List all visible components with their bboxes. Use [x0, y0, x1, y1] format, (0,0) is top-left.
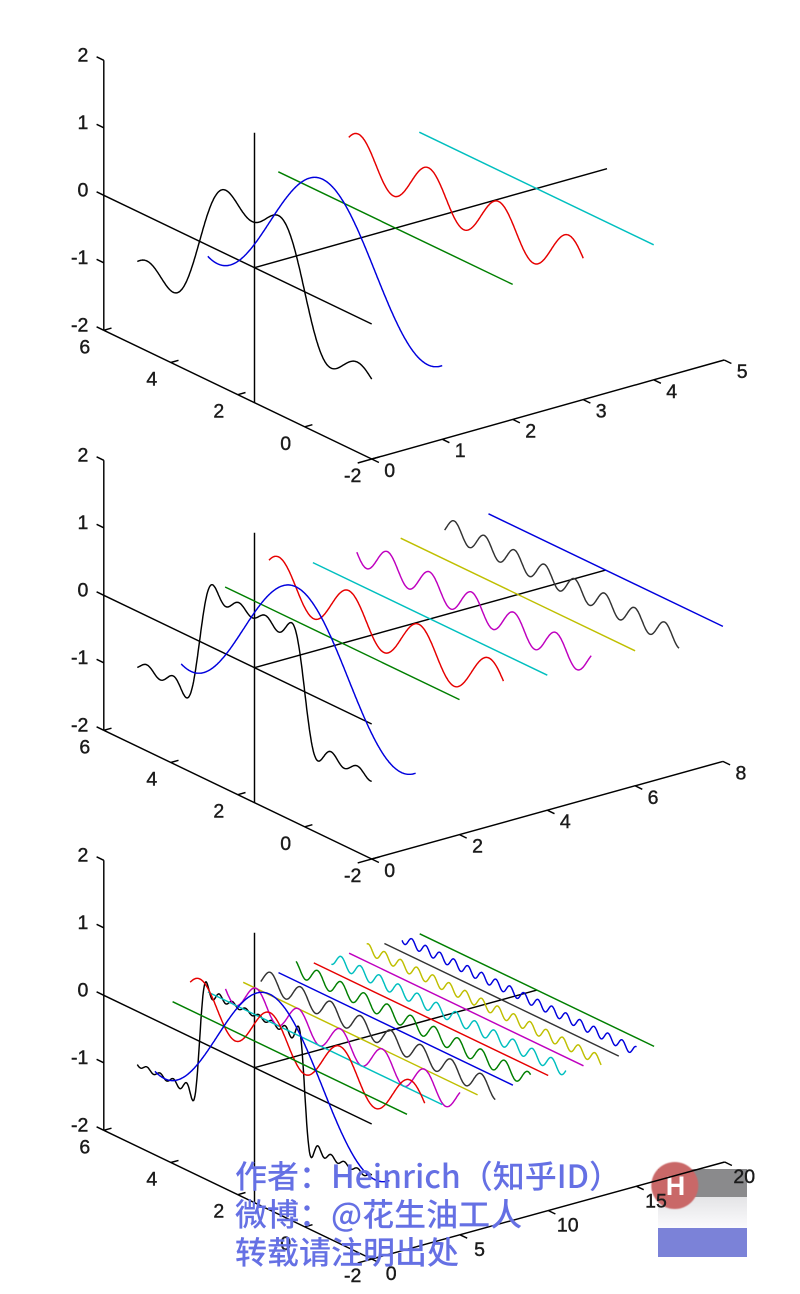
svg-text:3: 3 [596, 401, 607, 423]
svg-text:-2: -2 [71, 714, 88, 736]
svg-text:1: 1 [455, 440, 466, 462]
svg-text:5: 5 [737, 361, 748, 383]
svg-text:4: 4 [146, 1169, 157, 1191]
svg-text:0: 0 [280, 833, 291, 855]
svg-text:6: 6 [79, 736, 90, 758]
svg-text:0: 0 [77, 979, 88, 1001]
svg-text:2: 2 [525, 420, 536, 442]
svg-text:0: 0 [280, 1233, 291, 1255]
svg-text:15: 15 [645, 1190, 667, 1212]
svg-text:-2: -2 [344, 865, 361, 887]
svg-text:2: 2 [77, 444, 88, 466]
svg-text:0: 0 [77, 579, 88, 601]
svg-text:-2: -2 [344, 465, 361, 487]
svg-text:4: 4 [146, 769, 157, 791]
svg-text:6: 6 [79, 1136, 90, 1158]
svg-text:0: 0 [386, 1263, 397, 1285]
svg-text:2: 2 [213, 1201, 224, 1223]
svg-text:10: 10 [557, 1215, 579, 1237]
svg-text:20: 20 [733, 1166, 755, 1188]
svg-text:0: 0 [384, 460, 395, 482]
svg-text:2: 2 [213, 401, 224, 423]
svg-text:-1: -1 [71, 1047, 88, 1069]
svg-text:-2: -2 [71, 314, 88, 336]
svg-text:6: 6 [79, 336, 90, 358]
svg-text:8: 8 [735, 762, 746, 784]
svg-text:-2: -2 [344, 1265, 361, 1287]
svg-text:4: 4 [666, 381, 677, 403]
svg-text:H: H [666, 1171, 686, 1201]
svg-text:-1: -1 [71, 247, 88, 269]
svg-text:1: 1 [77, 112, 88, 134]
svg-text:1: 1 [77, 512, 88, 534]
svg-text:0: 0 [384, 860, 395, 882]
svg-text:-2: -2 [71, 1114, 88, 1136]
svg-text:2: 2 [213, 801, 224, 823]
svg-text:4: 4 [146, 369, 157, 391]
svg-text:1: 1 [77, 912, 88, 934]
svg-text:2: 2 [77, 844, 88, 866]
svg-text:4: 4 [560, 811, 571, 833]
svg-text:0: 0 [280, 433, 291, 455]
svg-text:2: 2 [77, 44, 88, 66]
svg-text:-1: -1 [71, 647, 88, 669]
svg-text:2: 2 [472, 836, 483, 858]
svg-text:5: 5 [474, 1239, 485, 1261]
svg-text:6: 6 [648, 787, 659, 809]
svg-text:0: 0 [77, 179, 88, 201]
